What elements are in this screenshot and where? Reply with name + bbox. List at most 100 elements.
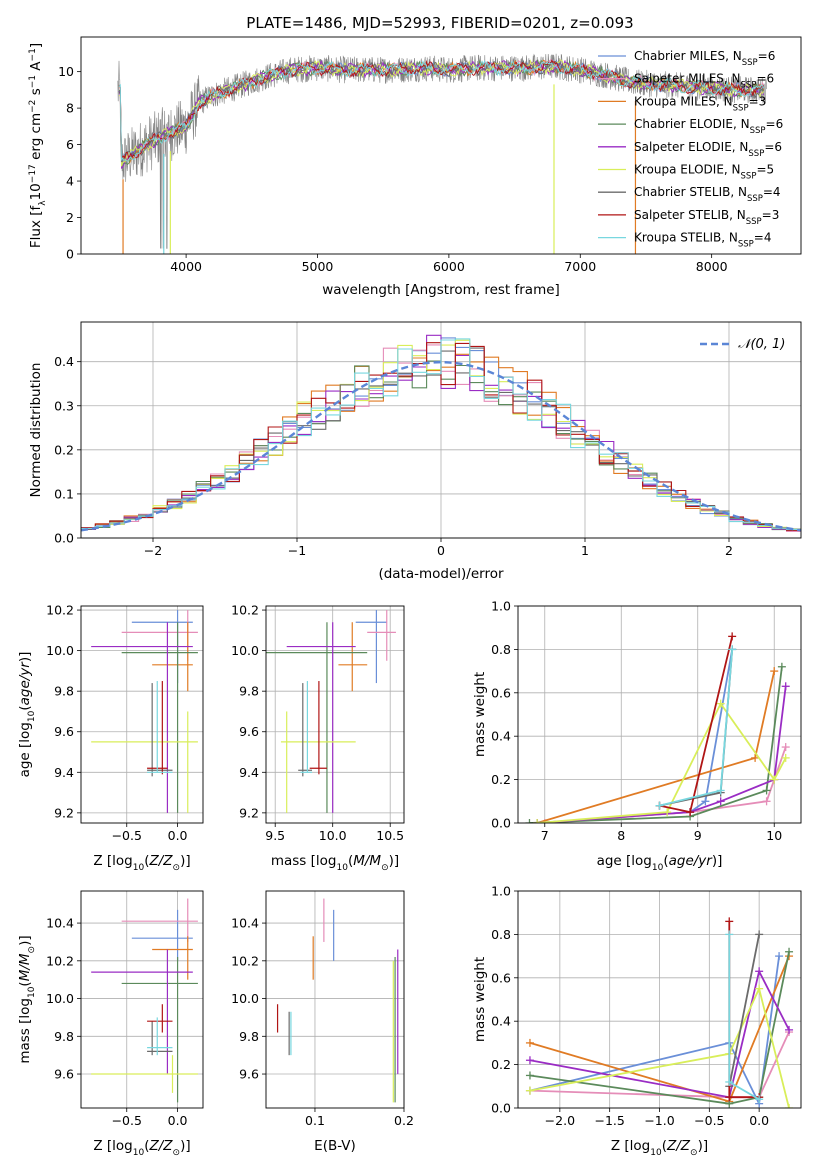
x-tick-label: 10.5 (376, 828, 404, 843)
axis-label-part: age [log (17, 722, 33, 777)
legend-label-n: =6 (764, 140, 782, 154)
y-tick-label: 9.8 (54, 1029, 74, 1044)
mass_vs_ebv-plot-area (276, 898, 399, 1103)
axis-label-part: 10 (652, 863, 664, 873)
x-tick-label: −1.0 (644, 1113, 674, 1128)
legend-label-n: =6 (758, 49, 776, 63)
axis-label-part: )] (17, 652, 33, 663)
axis-label-part: age/yr (17, 661, 33, 706)
legend-label: Salpeter MILES, NSSP=6 (634, 72, 774, 91)
massweight_vs_age-plot-area (525, 632, 790, 823)
axis-label: mass weight (472, 672, 488, 757)
y-tick-label: 0.8 (491, 927, 511, 942)
x-tick-label: −0.5 (112, 1113, 142, 1128)
x-tick-label: 0.0 (749, 1113, 769, 1128)
axis-label-part: −1 (28, 75, 38, 88)
legend-label-sub: SSP (748, 149, 764, 159)
y-tick-label: 8 (66, 101, 74, 116)
legend-label: Chabrier ELODIE, NSSP=6 (634, 117, 783, 136)
y-tick-label: 10.0 (231, 991, 259, 1006)
legend-label-n: =4 (763, 185, 781, 199)
weight-line (659, 649, 734, 807)
x-tick-label: −2.0 (545, 1113, 575, 1128)
axis-label-part: E(B-V) (314, 1138, 356, 1154)
legend-label-sub: SSP (742, 58, 758, 68)
legend-label-text: Salpeter STELIB, N (634, 208, 746, 222)
y-tick-label: 9.4 (239, 765, 259, 780)
mass_vs_Z-frame (80, 890, 204, 1109)
axis-label-part: Z/Z (148, 1138, 173, 1154)
legend-label-n: =5 (756, 163, 774, 177)
axis-label-part: (data-model)/error (378, 566, 504, 582)
axis-label: mass weight (472, 957, 488, 1042)
spectrum-model-line (118, 59, 765, 162)
axis-label-part: ( (17, 705, 33, 710)
axis-label-part: ⊙ (27, 946, 37, 954)
axis-label-part: ⊙ (173, 863, 181, 873)
legend-label-sub: SSP (738, 240, 754, 250)
axis-label-part: ( (17, 981, 33, 986)
figure-title: PLATE=1486, MJD=52993, FIBERID=0201, z=0… (246, 14, 633, 32)
axis-label: age [log10(age/yr)] (17, 652, 37, 778)
legend-label-text: Kroupa MILES, N (634, 94, 733, 108)
axis-label: Z [log10(Z/Z⊙)] (93, 1138, 190, 1158)
y-tick-label: 0.2 (54, 442, 74, 457)
y-tick-label: 0.4 (54, 354, 74, 369)
y-tick-label: 9.2 (239, 805, 259, 820)
y-tick-label: 0.0 (491, 816, 511, 831)
axis-label: wavelength [Angstrom, rest frame] (322, 282, 560, 298)
axis-label-part: 10 (133, 1148, 145, 1158)
legend-label-text: Kroupa ELODIE, N (634, 163, 741, 177)
y-tick-label: 9.6 (239, 1067, 259, 1082)
weight-line (537, 686, 787, 823)
age_vs_mass-axes: 9.5 10.0 10.5 9.2 9.4 9.6 9.8 10.0 10.2 (231, 603, 404, 843)
y-tick-label: 10 (58, 64, 74, 79)
y-tick-label: 2 (66, 210, 74, 225)
x-tick-label: 10.0 (319, 828, 347, 843)
axis-label-part: A (28, 61, 44, 75)
legend-label-n: =4 (754, 231, 772, 245)
x-tick-label: 0.1 (305, 1113, 325, 1128)
y-tick-label: 0.8 (491, 642, 511, 657)
y-tick-label: 0.6 (491, 970, 511, 985)
spectrum-plot-area (117, 53, 767, 254)
legend-label-text: Kroupa STELIB, N (634, 231, 738, 245)
axis-label-part: age [log (597, 853, 652, 869)
legend-label: Kroupa MILES, NSSP=3 (634, 94, 766, 113)
y-tick-label: 0.4 (491, 729, 511, 744)
axis-label-part: mass weight (472, 957, 488, 1042)
spectrum-legend: Chabrier MILES, NSSP=6 Salpeter MILES, NS… (598, 49, 783, 250)
axis-label-part: ( (348, 853, 353, 869)
weight-line (529, 968, 790, 1099)
age_vs_mass-frame (265, 605, 405, 824)
axis-label-part: M/M (353, 853, 381, 869)
y-tick-label: 0.0 (54, 531, 74, 546)
x-tick-label: −0.5 (112, 828, 142, 843)
legend-label: Chabrier MILES, NSSP=6 (634, 49, 775, 68)
massweight_vs_Z-frame (517, 890, 802, 1109)
axis-label-part: ⊙ (690, 1148, 698, 1158)
axis-label-part: )] (17, 935, 33, 946)
axis-label: age [log10(age/yr)] (597, 853, 723, 873)
y-tick-label: 0.3 (54, 398, 74, 413)
axis-label-part: ( (662, 1138, 667, 1154)
age_vs_Z-axes: −0.5 0.0 9.2 9.4 9.6 9.8 10.0 10.2 (46, 603, 203, 843)
y-tick-label: 9.8 (239, 1029, 259, 1044)
y-tick-label: 4 (66, 174, 74, 189)
residuals-axes: −2 −1 0 1 2 0.0 0.1 0.2 0.3 0.4 (54, 322, 801, 558)
axis-label-part: λ (38, 200, 48, 206)
axis-label-part: Z [log (611, 1138, 650, 1154)
x-tick-label: 0 (437, 543, 445, 558)
legend-label: Salpeter STELIB, NSSP=3 (634, 208, 779, 227)
x-tick-label: −2 (144, 543, 162, 558)
axis-label: Normed distribution (28, 363, 44, 498)
axis-label-part: wavelength [Angstrom, rest frame] (322, 282, 560, 298)
axis-label-part: 10 (650, 1148, 662, 1158)
y-tick-label: 9.6 (54, 1067, 74, 1082)
legend-label: 𝒩(0, 1) (738, 337, 785, 352)
y-tick-label: 10.0 (46, 991, 74, 1006)
x-tick-label: 0.2 (394, 1113, 414, 1128)
x-tick-label: 7 (541, 828, 549, 843)
x-tick-label: 0.0 (168, 1113, 188, 1128)
